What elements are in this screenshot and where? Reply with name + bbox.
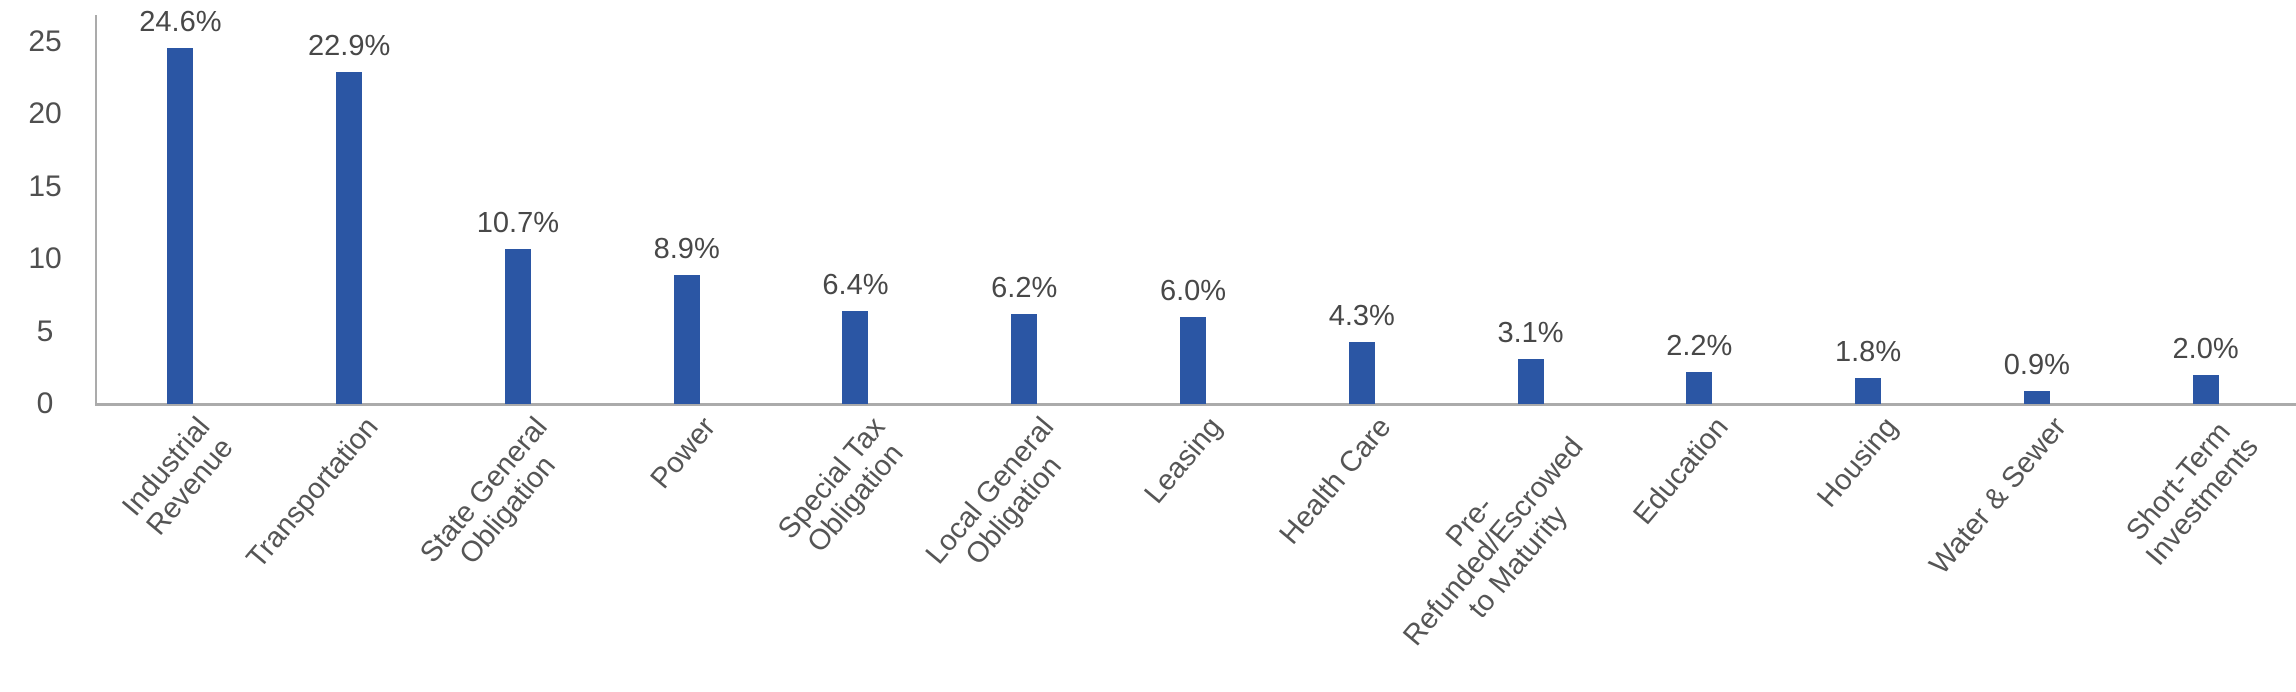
bar-value-label: 24.6% (139, 5, 222, 38)
x-axis-line (95, 403, 2296, 406)
bar-value-label: 8.9% (653, 233, 720, 266)
bar (1011, 314, 1038, 404)
category-label-text: Leasing (1138, 411, 1229, 510)
category-label-text: Industrial Revenue (115, 411, 240, 542)
bar (2192, 375, 2219, 404)
bar-value-label: 22.9% (308, 30, 391, 63)
y-axis-tick-label: 25 (28, 25, 62, 58)
y-axis-tick-label: 10 (28, 242, 62, 276)
bar-value-label: 6.2% (991, 272, 1058, 305)
category-label-text: Local General Obligation (919, 411, 1068, 572)
bar (1348, 341, 1375, 404)
category-label-text: Power (645, 411, 723, 495)
bar (842, 311, 869, 404)
category-label-text: Water & Sewer (1923, 411, 2073, 581)
bar (167, 47, 194, 404)
category-label-text: Education (1627, 411, 1736, 531)
category-label-text: Housing (1810, 411, 1904, 514)
bar-value-label: 6.0% (1159, 275, 1227, 308)
bar (1517, 359, 1544, 404)
category-label-text: Short-Term Investments (2120, 416, 2266, 572)
bar-value-label: 2.0% (2172, 333, 2239, 366)
category-label-text: Health Care (1273, 411, 1398, 551)
y-axis-tick-label: 15 (28, 169, 62, 203)
y-axis-tick-label: 20 (28, 97, 62, 131)
bar-value-label: 3.1% (1497, 317, 1564, 350)
bar (673, 275, 700, 404)
y-axis-tick-label: 0 (36, 387, 54, 420)
category-label-text: Special Tax Obligation (771, 411, 910, 559)
bar (336, 72, 363, 404)
bar-value-label: 0.9% (2003, 348, 2070, 381)
bar (2023, 390, 2050, 404)
category-label-text: Pre- Refunded/Escrowed to Maturity (1397, 431, 1591, 653)
bar-value-label: 6.4% (822, 269, 889, 302)
bar (1180, 317, 1206, 404)
y-axis-line (95, 15, 97, 405)
bar (504, 249, 531, 404)
bar (1855, 377, 1882, 404)
y-axis-tick-label: 5 (36, 314, 54, 348)
bar-value-label: 2.2% (1666, 330, 1733, 363)
bar-value-label: 4.3% (1328, 299, 1395, 332)
bar-value-label: 1.8% (1835, 335, 1902, 368)
bar (1686, 372, 1713, 404)
category-label-text: Transportation (240, 411, 385, 575)
bar-value-label: 10.7% (476, 207, 560, 240)
category-label-text: State General Obligation (414, 411, 563, 571)
